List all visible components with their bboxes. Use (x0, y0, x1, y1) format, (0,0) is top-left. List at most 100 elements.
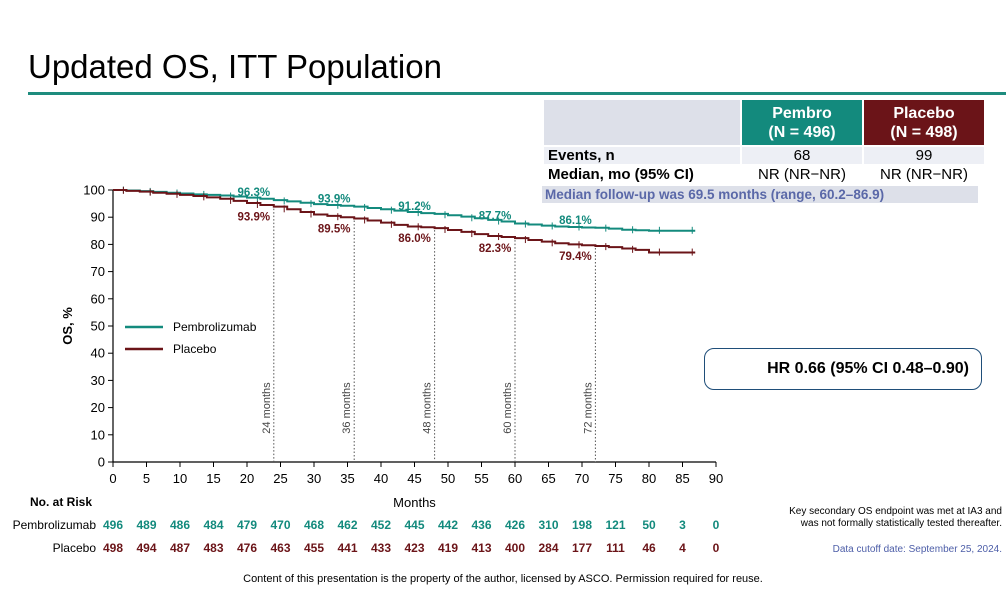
risk-value: 310 (538, 518, 558, 532)
stats-table: Pembro (N = 496) Placebo (N = 498) Event… (542, 98, 986, 185)
stats-row-median: Median, mo (95% CI) NR (NR−NR) NR (NR−NR… (544, 166, 984, 183)
risk-value: 436 (471, 518, 491, 532)
stats-header-blank (544, 100, 740, 145)
hazard-ratio-box: HR 0.66 (95% CI 0.48–0.90) (704, 348, 982, 390)
risk-value: 483 (203, 541, 223, 555)
x-tick-label: 25 (273, 471, 287, 486)
risk-value: 111 (606, 541, 625, 555)
side-note-line-2: was not formally statistically tested th… (800, 518, 1002, 529)
x-tick-label: 80 (642, 471, 656, 486)
risk-value: 400 (505, 541, 525, 555)
placebo-n: (N = 498) (890, 123, 958, 141)
y-tick-label: 10 (91, 427, 105, 442)
pembro-name: Pembro (772, 104, 832, 122)
risk-value: 433 (371, 541, 391, 555)
x-axis-label: Months (393, 495, 436, 510)
risk-value: 445 (404, 518, 424, 532)
x-tick-label: 45 (407, 471, 421, 486)
stats-row-events: Events, n 68 99 (544, 147, 984, 164)
risk-value: 486 (170, 518, 190, 532)
stats-header-pembro: Pembro (N = 496) (742, 100, 862, 145)
legend-label: Pembrolizumab (173, 320, 257, 334)
series-pembrolizumab-line (113, 189, 696, 232)
x-tick-label: 85 (675, 471, 689, 486)
x-tick-label: 50 (441, 471, 455, 486)
landmark-value-pembro: 87.7% (479, 210, 512, 222)
risk-value: 419 (438, 541, 458, 555)
footer-copyright: Content of this presentation is the prop… (243, 573, 763, 585)
y-tick-label: 100 (83, 183, 105, 198)
x-tick-label: 55 (474, 471, 488, 486)
events-pembro: 68 (742, 147, 862, 164)
risk-value: 426 (505, 518, 525, 532)
risk-value: 462 (337, 518, 357, 532)
risk-value: 0 (713, 518, 720, 532)
risk-value: 46 (642, 541, 656, 555)
risk-value: 50 (642, 518, 656, 532)
events-placebo: 99 (864, 147, 984, 164)
landmark-value-placebo: 79.4% (559, 251, 592, 263)
y-tick-label: 0 (98, 455, 105, 470)
landmark-value-pembro: 91.2% (398, 201, 431, 213)
risk-value: 177 (572, 541, 592, 555)
y-tick-label: 20 (91, 400, 105, 415)
landmark-label: 24 months (261, 382, 273, 434)
landmark-label: 72 months (582, 382, 594, 434)
x-tick-label: 60 (508, 471, 522, 486)
followup-note: Median follow-up was 69.5 months (range,… (542, 186, 978, 203)
x-tick-label: 30 (307, 471, 321, 486)
risk-label-placebo: Placebo (52, 541, 96, 555)
landmark-value-placebo: 86.0% (398, 233, 431, 245)
y-tick-label: 30 (91, 373, 105, 388)
landmark-value-pembro: 96.3% (237, 187, 270, 199)
legend-label: Placebo (173, 342, 217, 356)
x-tick-label: 10 (173, 471, 187, 486)
risk-value: 455 (304, 541, 324, 555)
landmark-value-placebo: 89.5% (318, 224, 351, 236)
events-label: Events, n (544, 147, 740, 164)
side-note-line-1: Key secondary OS endpoint was met at IA3… (789, 506, 1002, 517)
landmark-value-pembro: 86.1% (559, 215, 592, 227)
landmark-label: 60 months (502, 382, 514, 434)
landmark-label: 48 months (422, 382, 434, 434)
landmark-value-pembro: 93.9% (318, 194, 351, 206)
slide-title: Updated OS, ITT Population (28, 48, 442, 85)
median-pembro: NR (NR−NR) (742, 166, 862, 183)
x-tick-label: 0 (109, 471, 116, 486)
y-tick-label: 90 (91, 210, 105, 225)
risk-value: 198 (572, 518, 592, 532)
landmark-value-placebo: 93.9% (237, 212, 270, 224)
series-placebo-line (113, 189, 696, 254)
x-tick-label: 40 (374, 471, 388, 486)
x-tick-label: 65 (541, 471, 555, 486)
y-tick-label: 70 (91, 264, 105, 279)
side-note: Key secondary OS endpoint was met at IA3… (789, 506, 1002, 530)
median-placebo: NR (NR−NR) (864, 166, 984, 183)
x-tick-label: 5 (143, 471, 150, 486)
x-tick-label: 90 (709, 471, 723, 486)
landmark-label: 36 months (341, 382, 353, 434)
risk-value: 487 (170, 541, 190, 555)
y-tick-label: 80 (91, 237, 105, 252)
x-tick-label: 15 (206, 471, 220, 486)
y-tick-label: 50 (91, 319, 105, 334)
risk-value: 284 (538, 541, 558, 555)
risk-value: 484 (203, 518, 223, 532)
y-axis-label: OS, % (60, 307, 75, 345)
data-cutoff: Data cutoff date: September 25, 2024. (832, 544, 1002, 555)
y-tick-label: 40 (91, 346, 105, 361)
median-label: Median, mo (95% CI) (544, 166, 740, 183)
pembro-n: (N = 496) (768, 123, 836, 141)
risk-value: 479 (237, 518, 257, 532)
risk-table-title: No. at Risk (30, 495, 93, 509)
risk-value: 463 (270, 541, 290, 555)
x-tick-label: 20 (240, 471, 254, 486)
risk-value: 476 (237, 541, 257, 555)
risk-value: 121 (605, 518, 625, 532)
x-tick-label: 75 (608, 471, 622, 486)
risk-value: 3 (679, 518, 686, 532)
risk-value: 441 (337, 541, 357, 555)
risk-value: 494 (136, 541, 156, 555)
y-tick-label: 60 (91, 291, 105, 306)
